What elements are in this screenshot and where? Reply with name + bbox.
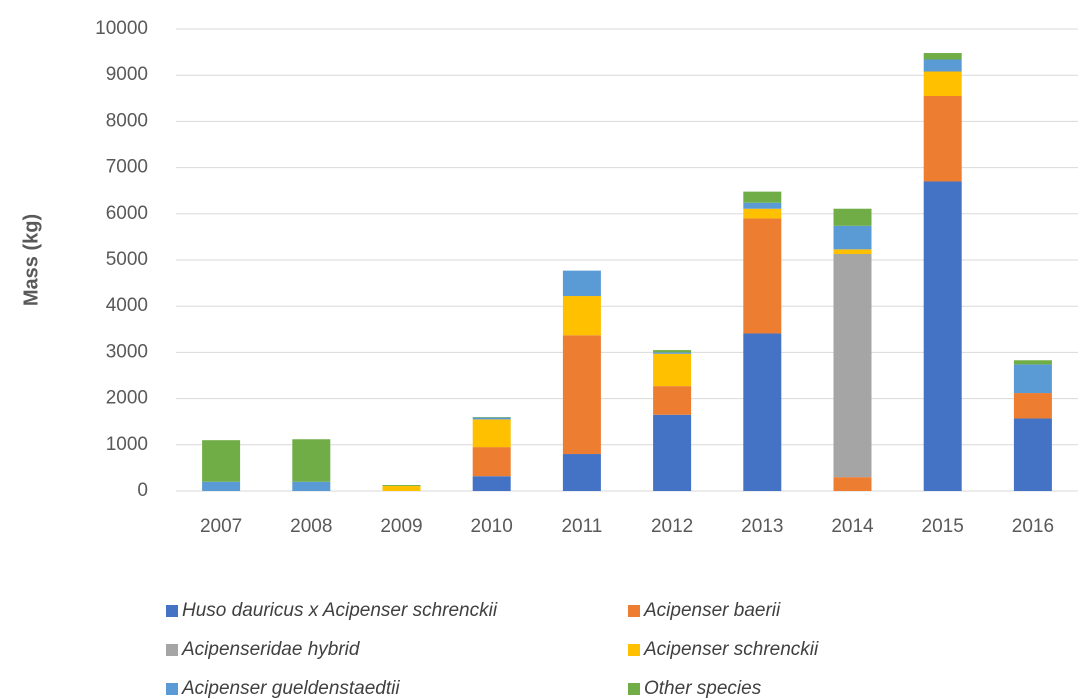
bar-segment	[562, 270, 601, 297]
y-tick-label: 7000	[106, 157, 148, 178]
legend-swatch	[166, 605, 178, 617]
legend-label: Other species	[644, 678, 762, 699]
y-tick-label: 2000	[106, 388, 148, 409]
x-tick-label: 2013	[741, 516, 783, 537]
bar-segment	[743, 191, 782, 203]
bar-segment	[472, 447, 511, 477]
bar-segment	[653, 353, 692, 387]
bar-segment	[833, 208, 872, 226]
bar-segment	[472, 476, 511, 491]
bar-segment	[1013, 360, 1052, 365]
x-tick-label: 2015	[922, 516, 964, 537]
y-tick-label: 9000	[106, 64, 148, 85]
x-tick-label: 2009	[380, 516, 422, 537]
bar-segment	[743, 218, 782, 334]
y-tick-label: 0	[137, 480, 148, 501]
bar-segment	[472, 417, 511, 420]
bar-segment	[382, 485, 421, 491]
x-tick-label: 2007	[200, 516, 242, 537]
bar-segment	[653, 386, 692, 415]
bar-segment	[562, 296, 601, 336]
legend-swatch	[628, 605, 640, 617]
x-tick-label: 2010	[471, 516, 513, 537]
bar-segment	[743, 202, 782, 209]
bar-segment	[833, 249, 872, 254]
bar-segment	[202, 440, 241, 482]
y-tick-label: 5000	[106, 249, 148, 270]
bar-segment	[1013, 393, 1052, 419]
bar-segment	[923, 71, 962, 96]
legend-label: Acipenseridae hybrid	[181, 639, 361, 660]
legend-swatch	[166, 644, 178, 656]
x-tick-label: 2011	[561, 516, 602, 537]
legend-label: Huso dauricus x Acipenser schrenckii	[182, 600, 498, 621]
bar-segment	[833, 477, 872, 491]
bar-segment	[653, 350, 692, 353]
bar-segment	[653, 352, 692, 354]
legend-swatch	[628, 644, 640, 656]
y-tick-label: 10000	[95, 18, 148, 39]
bar-segment	[923, 53, 962, 60]
legend-swatch	[628, 683, 640, 695]
y-tick-label: 8000	[106, 110, 148, 131]
bar-segment	[562, 454, 601, 491]
legend-swatch	[166, 683, 178, 695]
legend-label: Acipenser baerii	[643, 600, 781, 621]
y-tick-label: 1000	[106, 434, 148, 455]
bar-segment	[562, 335, 601, 455]
y-tick-label: 3000	[106, 341, 148, 362]
x-tick-label: 2012	[651, 516, 693, 537]
legend-label: Acipenser gueldenstaedtii	[181, 678, 400, 699]
bar-segment	[923, 59, 962, 72]
bar-segment	[653, 414, 692, 491]
bar-segment	[292, 481, 331, 491]
bar-segment	[923, 181, 962, 491]
bar-segment	[382, 484, 421, 486]
x-tick-label: 2008	[290, 516, 332, 537]
y-axis-label: Mass (kg)	[20, 214, 42, 306]
bar-segment	[743, 208, 782, 219]
bar-segment	[292, 439, 331, 482]
bar-segment	[833, 225, 872, 250]
bar-segment	[202, 481, 241, 491]
bar-segment	[743, 333, 782, 491]
bar-segment	[923, 95, 962, 182]
bar-segment	[1013, 418, 1052, 491]
x-tick-label: 2016	[1012, 516, 1054, 537]
y-tick-label: 6000	[106, 203, 148, 224]
bar-segment	[472, 419, 511, 448]
bar-segment	[833, 253, 872, 478]
y-tick-label: 4000	[106, 295, 148, 316]
bar-segment	[1013, 364, 1052, 394]
x-tick-label: 2014	[831, 516, 874, 537]
legend-label: Acipenser schrenckii	[643, 639, 819, 660]
